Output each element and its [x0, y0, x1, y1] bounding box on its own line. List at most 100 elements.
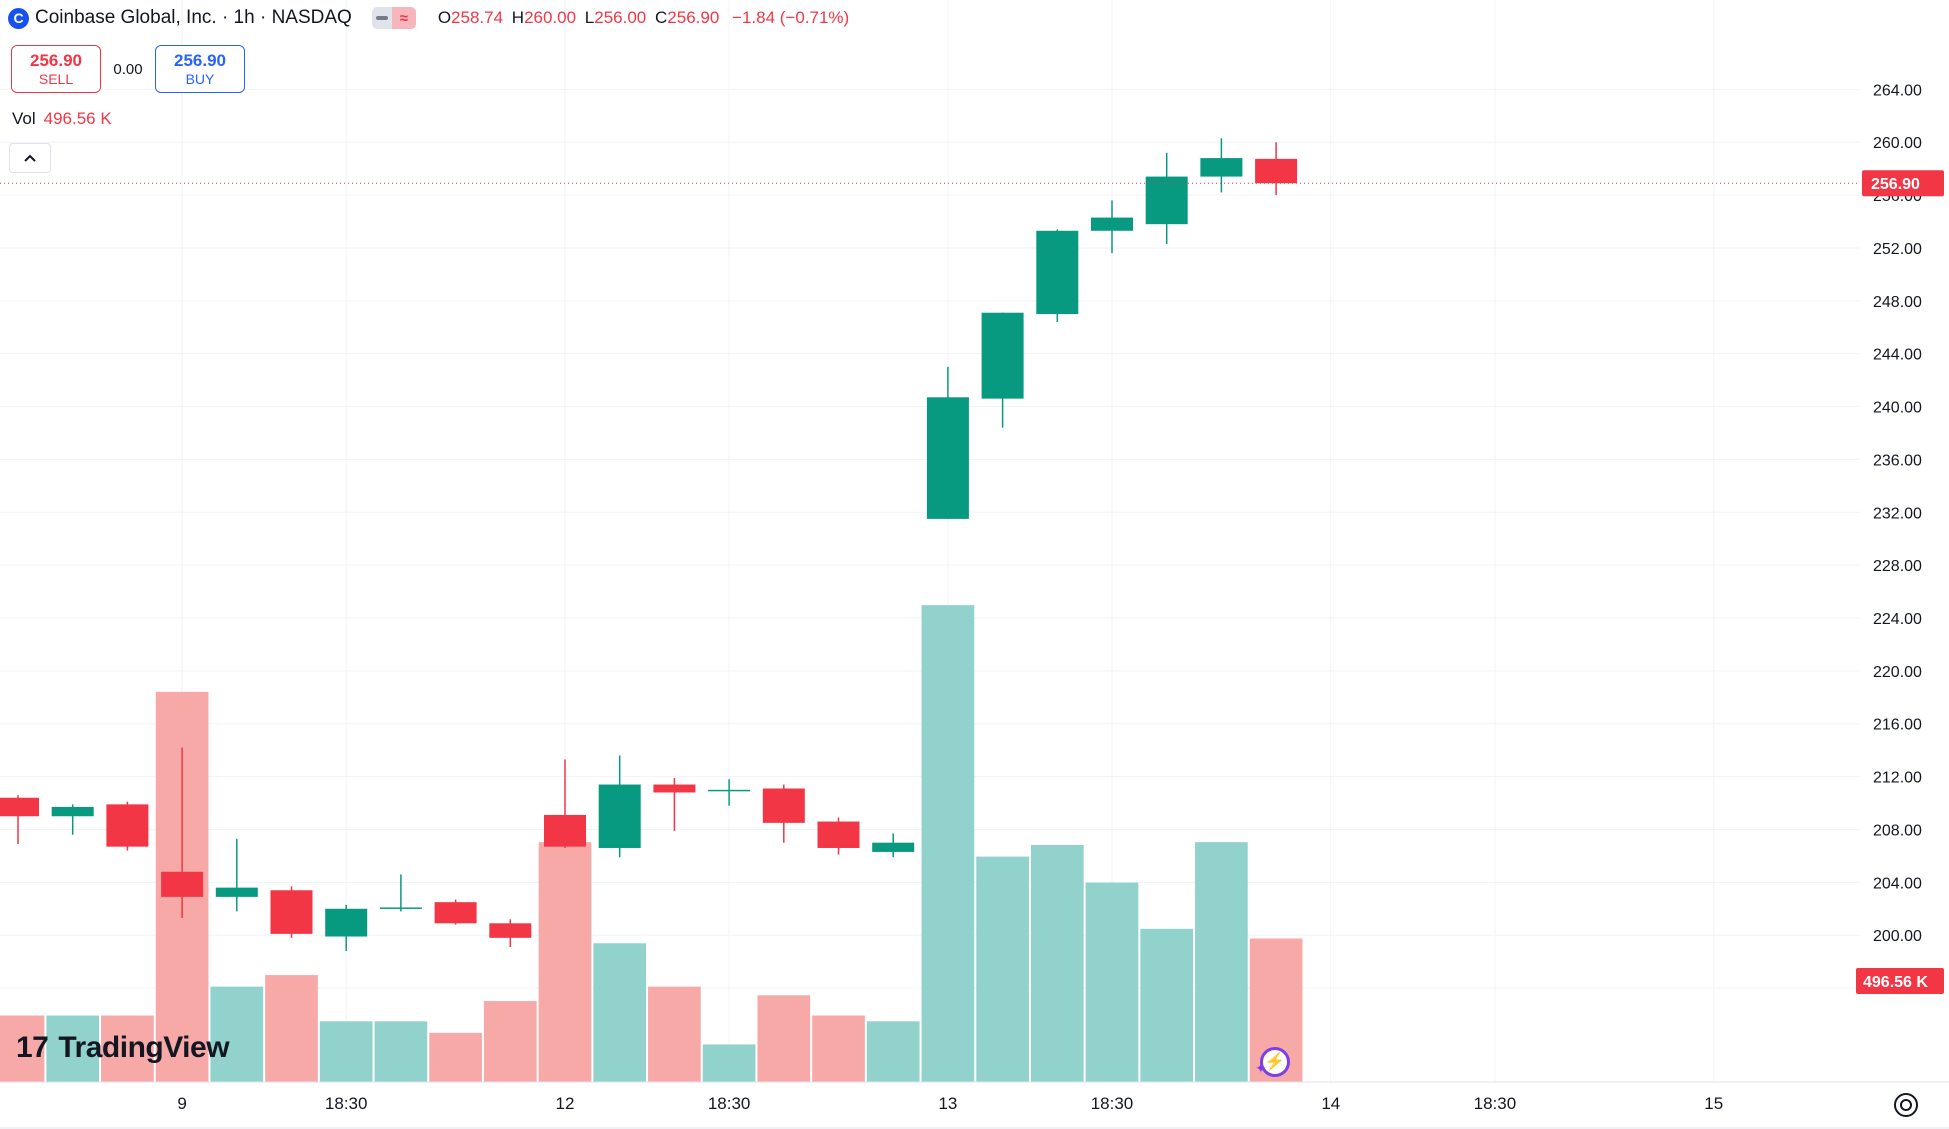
- coinbase-logo-icon: C: [8, 7, 29, 29]
- volume-bar: [1195, 842, 1248, 1082]
- candle-body: [1145, 176, 1188, 225]
- volume-bar: [921, 605, 975, 1082]
- ohlc-readout: O258.74 H260.00 L256.00 C256.90 −1.84 (−…: [438, 8, 849, 28]
- y-tick-label: 244.00: [1873, 347, 1922, 364]
- candle-body: [544, 814, 586, 847]
- tradingview-logo-icon: 17: [16, 1031, 49, 1064]
- y-tick-label: 228.00: [1873, 558, 1922, 575]
- lightning-icon[interactable]: ⚡: [1260, 1047, 1290, 1077]
- x-tick-label: 18:30: [325, 1094, 368, 1113]
- candle-body: [489, 923, 532, 938]
- brand-name: TradingView: [58, 1031, 230, 1064]
- candle-body: [762, 788, 805, 823]
- candle-body: [270, 890, 313, 934]
- sell-label: SELL: [38, 70, 74, 87]
- y-tick-label: 252.00: [1873, 241, 1922, 258]
- candle-body: [1036, 230, 1079, 315]
- open-label: O: [437, 8, 452, 27]
- volume-bar: [210, 986, 264, 1082]
- low-value: 256.00: [594, 8, 647, 27]
- volume-value: 496.56 K: [43, 109, 112, 128]
- last-volume-label: 496.56 K: [1863, 974, 1928, 991]
- y-tick-label: 248.00: [1873, 294, 1922, 311]
- volume-bar: [101, 1015, 154, 1082]
- last-price-badge: [1862, 170, 1944, 197]
- y-tick-label: 264.00: [1873, 82, 1922, 99]
- x-tick-label: 9: [177, 1094, 186, 1113]
- close-label: C: [655, 8, 668, 27]
- candle-body: [1091, 217, 1133, 231]
- candle-body: [51, 807, 94, 817]
- y-tick-label: 220.00: [1873, 664, 1922, 681]
- y-tick-label: 200.00: [1873, 928, 1922, 945]
- volume-bar: [812, 1015, 865, 1082]
- sparkle-icon: ✦: [1255, 1060, 1267, 1076]
- x-tick-label: 18:30: [1091, 1094, 1134, 1113]
- volume-bar: [1030, 845, 1084, 1082]
- spread-value: 0.00: [113, 60, 143, 78]
- collapse-legend-button[interactable]: [9, 143, 51, 173]
- low-label: L: [584, 8, 595, 27]
- open-value: 258.74: [451, 8, 504, 27]
- y-tick-label: 232.00: [1873, 505, 1922, 522]
- candle-body: [1255, 158, 1298, 184]
- y-tick-label: 236.00: [1873, 452, 1922, 469]
- y-tick-label: 216.00: [1873, 717, 1922, 734]
- x-tick-label: 15: [1704, 1094, 1723, 1113]
- sell-price: 256.90: [30, 50, 82, 70]
- buy-button[interactable]: 256.90 BUY: [155, 45, 245, 93]
- minus-icon[interactable]: [371, 7, 392, 29]
- volume-bar: [319, 1021, 373, 1082]
- buy-label: BUY: [185, 70, 215, 87]
- y-tick-label: 240.00: [1873, 400, 1922, 417]
- candle-body: [872, 842, 915, 852]
- candle-body: [161, 871, 204, 897]
- volume-bar: [483, 1001, 537, 1082]
- volume-bar: [593, 943, 647, 1082]
- volume-bar: [46, 1015, 100, 1082]
- volume-legend[interactable]: Vol 496.56 K: [12, 109, 112, 129]
- candle-body: [926, 397, 969, 519]
- indicator-toggle[interactable]: ≈: [371, 7, 416, 29]
- candle-body: [653, 784, 696, 793]
- volume-bar: [538, 842, 592, 1082]
- x-tick-label: 18:30: [708, 1094, 751, 1113]
- candle-body: [379, 907, 422, 909]
- tradingview-watermark[interactable]: 17 TradingView: [16, 1031, 230, 1065]
- chart-header: C Coinbase Global, Inc. · 1h · NASDAQ ≈ …: [8, 6, 849, 30]
- volume-bar: [866, 1021, 920, 1082]
- wave-icon[interactable]: ≈: [391, 7, 416, 29]
- volume-bar: [429, 1032, 482, 1082]
- y-tick-label: 208.00: [1873, 822, 1922, 839]
- candle-body: [0, 797, 39, 817]
- y-tick-label: 212.00: [1873, 770, 1922, 787]
- candle-body: [215, 887, 258, 897]
- trade-panel: 256.90 SELL 0.00 256.90 BUY: [11, 45, 245, 93]
- close-value: 256.90: [667, 8, 720, 27]
- last-volume-badge: [1856, 968, 1944, 994]
- y-tick-label: 260.00: [1873, 135, 1922, 152]
- buy-price: 256.90: [174, 50, 226, 70]
- candle-body: [598, 784, 641, 848]
- volume-bar: [702, 1044, 756, 1082]
- settings-icon[interactable]: [1894, 1093, 1918, 1117]
- candle-body: [708, 789, 751, 792]
- volume-bar: [374, 1021, 428, 1082]
- high-value: 260.00: [524, 8, 577, 27]
- y-tick-label: 224.00: [1873, 611, 1922, 628]
- volume-bar: [1140, 928, 1194, 1082]
- candle-body: [981, 312, 1024, 399]
- volume-bar: [0, 1015, 45, 1082]
- last-price-label: 256.90: [1871, 176, 1920, 193]
- symbol-title[interactable]: Coinbase Global, Inc. · 1h · NASDAQ: [35, 7, 352, 28]
- candle-body: [434, 902, 477, 924]
- sell-button[interactable]: 256.90 SELL: [11, 45, 101, 93]
- change-value: −1.84 (−0.71%): [732, 8, 850, 27]
- x-tick-label: 18:30: [1474, 1094, 1517, 1113]
- volume-bar: [976, 856, 1029, 1082]
- volume-bar: [757, 995, 811, 1082]
- volume-label: Vol: [12, 109, 36, 128]
- candle-body: [817, 821, 860, 848]
- y-tick-label: 204.00: [1873, 875, 1922, 892]
